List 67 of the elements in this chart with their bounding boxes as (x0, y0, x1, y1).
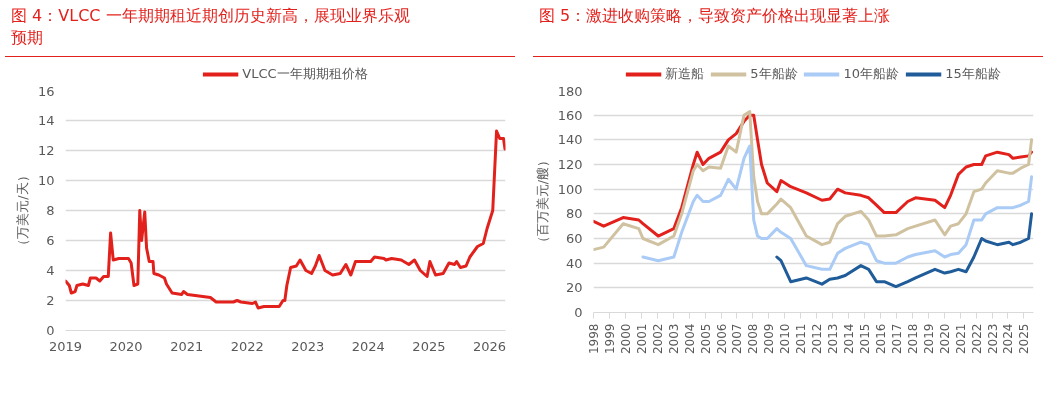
x-tick-label: 2009 (762, 323, 777, 355)
y-tick-label: 20 (565, 280, 583, 296)
y-tick-label: 180 (557, 83, 583, 99)
legend-label: 10年船龄 (843, 65, 900, 83)
x-tick-label: 2001 (634, 323, 649, 355)
x-tick-label: 2025 (412, 338, 446, 354)
y-tick-label: 6 (46, 233, 55, 248)
x-tick-label: 2007 (730, 323, 745, 355)
x-tick-label: 2004 (682, 323, 697, 355)
x-tick-label: 2002 (650, 323, 665, 355)
legend-label: 新造船 (665, 65, 705, 83)
x-tick-label: 2017 (889, 323, 904, 355)
y-tick-label: 0 (46, 323, 55, 338)
x-tick-label: 2026 (472, 338, 506, 354)
x-tick-label: 2023 (985, 323, 1000, 355)
x-tick-label: 2018 (905, 323, 920, 355)
x-tick-label: 2023 (291, 338, 325, 354)
y-tick-label: 8 (46, 203, 55, 218)
y-tick-label: 80 (565, 206, 583, 222)
x-tick-label: 2016 (873, 323, 888, 355)
line-series (775, 212, 1034, 289)
y-tick-label: 100 (557, 181, 583, 197)
y-axis-title: （万美元/天） (14, 169, 30, 252)
y-tick-label: 16 (37, 83, 55, 99)
x-tick-label: 2008 (746, 323, 761, 355)
legend-label: VLCC一年期期租价格 (242, 65, 368, 83)
x-tick-label: 2013 (826, 323, 841, 355)
chart-title: 图 4：VLCC 一年期期租近期创历史新高，展现业界乐观预期 (11, 5, 410, 49)
y-tick-label: 10 (37, 173, 55, 188)
y-tick-label: 4 (46, 263, 55, 278)
x-tick-label: 2020 (109, 338, 143, 354)
x-tick-label: 2000 (618, 323, 633, 355)
y-tick-label: 14 (37, 113, 55, 128)
x-tick-label: 2010 (778, 323, 793, 355)
x-tick-label: 2012 (810, 323, 825, 355)
x-tick-label: 1999 (602, 323, 617, 355)
y-axis-title: （百万美元/艘） (534, 153, 550, 250)
x-tick-label: 2020 (937, 323, 952, 355)
y-tick-label: 140 (557, 132, 583, 148)
y-tick-label: 12 (37, 143, 55, 158)
x-tick-label: 2019 (921, 323, 936, 355)
line-series (641, 144, 1034, 271)
y-tick-label: 2 (46, 293, 55, 308)
y-tick-label: 120 (557, 157, 583, 172)
x-tick-label: 2024 (1001, 323, 1016, 355)
x-tick-label: 2022 (969, 323, 984, 355)
x-tick-label: 2011 (794, 323, 809, 355)
x-tick-label: 2022 (230, 338, 264, 354)
y-tick-label: 0 (574, 305, 583, 320)
x-tick-label: 2005 (698, 323, 713, 355)
chart-title: 图 5：激进收购策略，导致资产价格出现显著上涨 (539, 5, 891, 27)
y-tick-label: 160 (557, 107, 583, 123)
x-tick-label: 2024 (351, 338, 385, 354)
line-series (65, 129, 506, 310)
legend-label: 15年船龄 (945, 65, 1001, 83)
x-tick-label: 2015 (858, 323, 873, 355)
y-tick-label: 60 (565, 231, 583, 246)
x-tick-label: 2006 (714, 323, 729, 355)
x-tick-label: 2021 (953, 323, 968, 355)
x-tick-label: 1998 (587, 323, 601, 355)
x-tick-label: 2003 (666, 323, 681, 355)
y-tick-label: 40 (565, 255, 583, 271)
x-tick-label: 2021 (170, 338, 204, 354)
legend-label: 5年船龄 (750, 65, 798, 83)
x-tick-label: 2019 (48, 338, 83, 354)
x-tick-label: 2014 (842, 323, 857, 355)
x-tick-label: 2025 (1017, 323, 1032, 355)
